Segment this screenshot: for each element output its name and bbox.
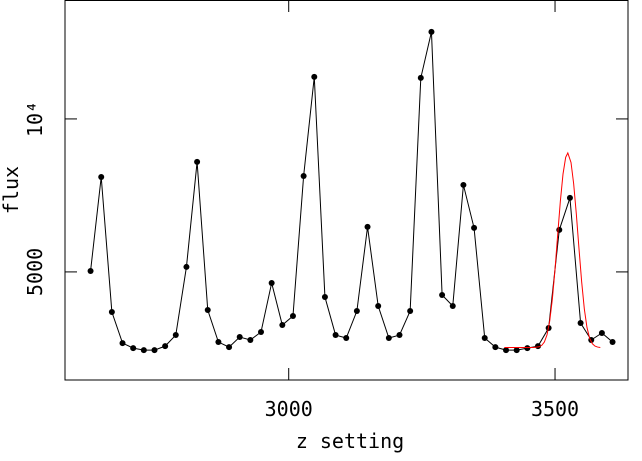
- data-point: [534, 343, 541, 350]
- data-point: [162, 343, 169, 350]
- data-point: [108, 308, 115, 315]
- data-point: [577, 320, 584, 327]
- data-point: [172, 332, 179, 339]
- y-tick-label: 5000: [23, 248, 47, 296]
- data-point: [321, 293, 328, 300]
- data-point: [407, 308, 414, 315]
- data-point: [503, 347, 510, 354]
- data-point: [140, 347, 147, 354]
- data-point: [460, 181, 467, 188]
- data-point: [236, 334, 243, 341]
- data-point: [598, 330, 605, 337]
- x-tick-label: 3000: [265, 397, 313, 421]
- data-point: [481, 335, 488, 342]
- data-point: [183, 263, 190, 270]
- x-tick-label: 3500: [531, 397, 579, 421]
- data-point: [87, 267, 94, 274]
- data-point: [353, 308, 360, 315]
- y-axis-label: flux: [0, 166, 23, 214]
- data-point: [449, 303, 456, 310]
- data-point: [247, 336, 254, 343]
- data-point: [130, 345, 137, 352]
- data-point: [385, 335, 392, 342]
- data-point: [311, 73, 318, 80]
- data-point: [471, 224, 478, 231]
- data-point: [524, 345, 531, 352]
- data-line: [90, 31, 613, 351]
- data-point: [98, 173, 105, 180]
- data-point: [428, 28, 435, 35]
- data-point: [364, 223, 371, 230]
- data-point: [556, 226, 563, 233]
- data-point: [289, 313, 296, 320]
- data-point: [300, 172, 307, 179]
- data-point: [417, 74, 424, 81]
- data-point: [396, 332, 403, 339]
- y-tick-label: 10⁴: [23, 101, 47, 137]
- data-point: [119, 340, 126, 347]
- x-axis-label: z setting: [296, 429, 404, 453]
- data-point: [343, 335, 350, 342]
- data-point: [566, 194, 573, 201]
- plot-frame: [64, 0, 629, 381]
- data-point: [226, 344, 233, 351]
- data-point: [375, 303, 382, 310]
- data-point: [332, 332, 339, 339]
- data-point: [194, 158, 201, 165]
- data-point: [279, 322, 286, 329]
- data-point: [609, 339, 616, 346]
- data-point: [151, 347, 158, 354]
- data-point: [258, 329, 265, 336]
- data-point: [204, 307, 211, 314]
- data-point: [439, 292, 446, 299]
- data-line: [504, 151, 601, 349]
- data-point: [268, 279, 275, 286]
- data-point: [492, 344, 499, 351]
- data-point: [215, 339, 222, 346]
- data-point: [513, 347, 520, 354]
